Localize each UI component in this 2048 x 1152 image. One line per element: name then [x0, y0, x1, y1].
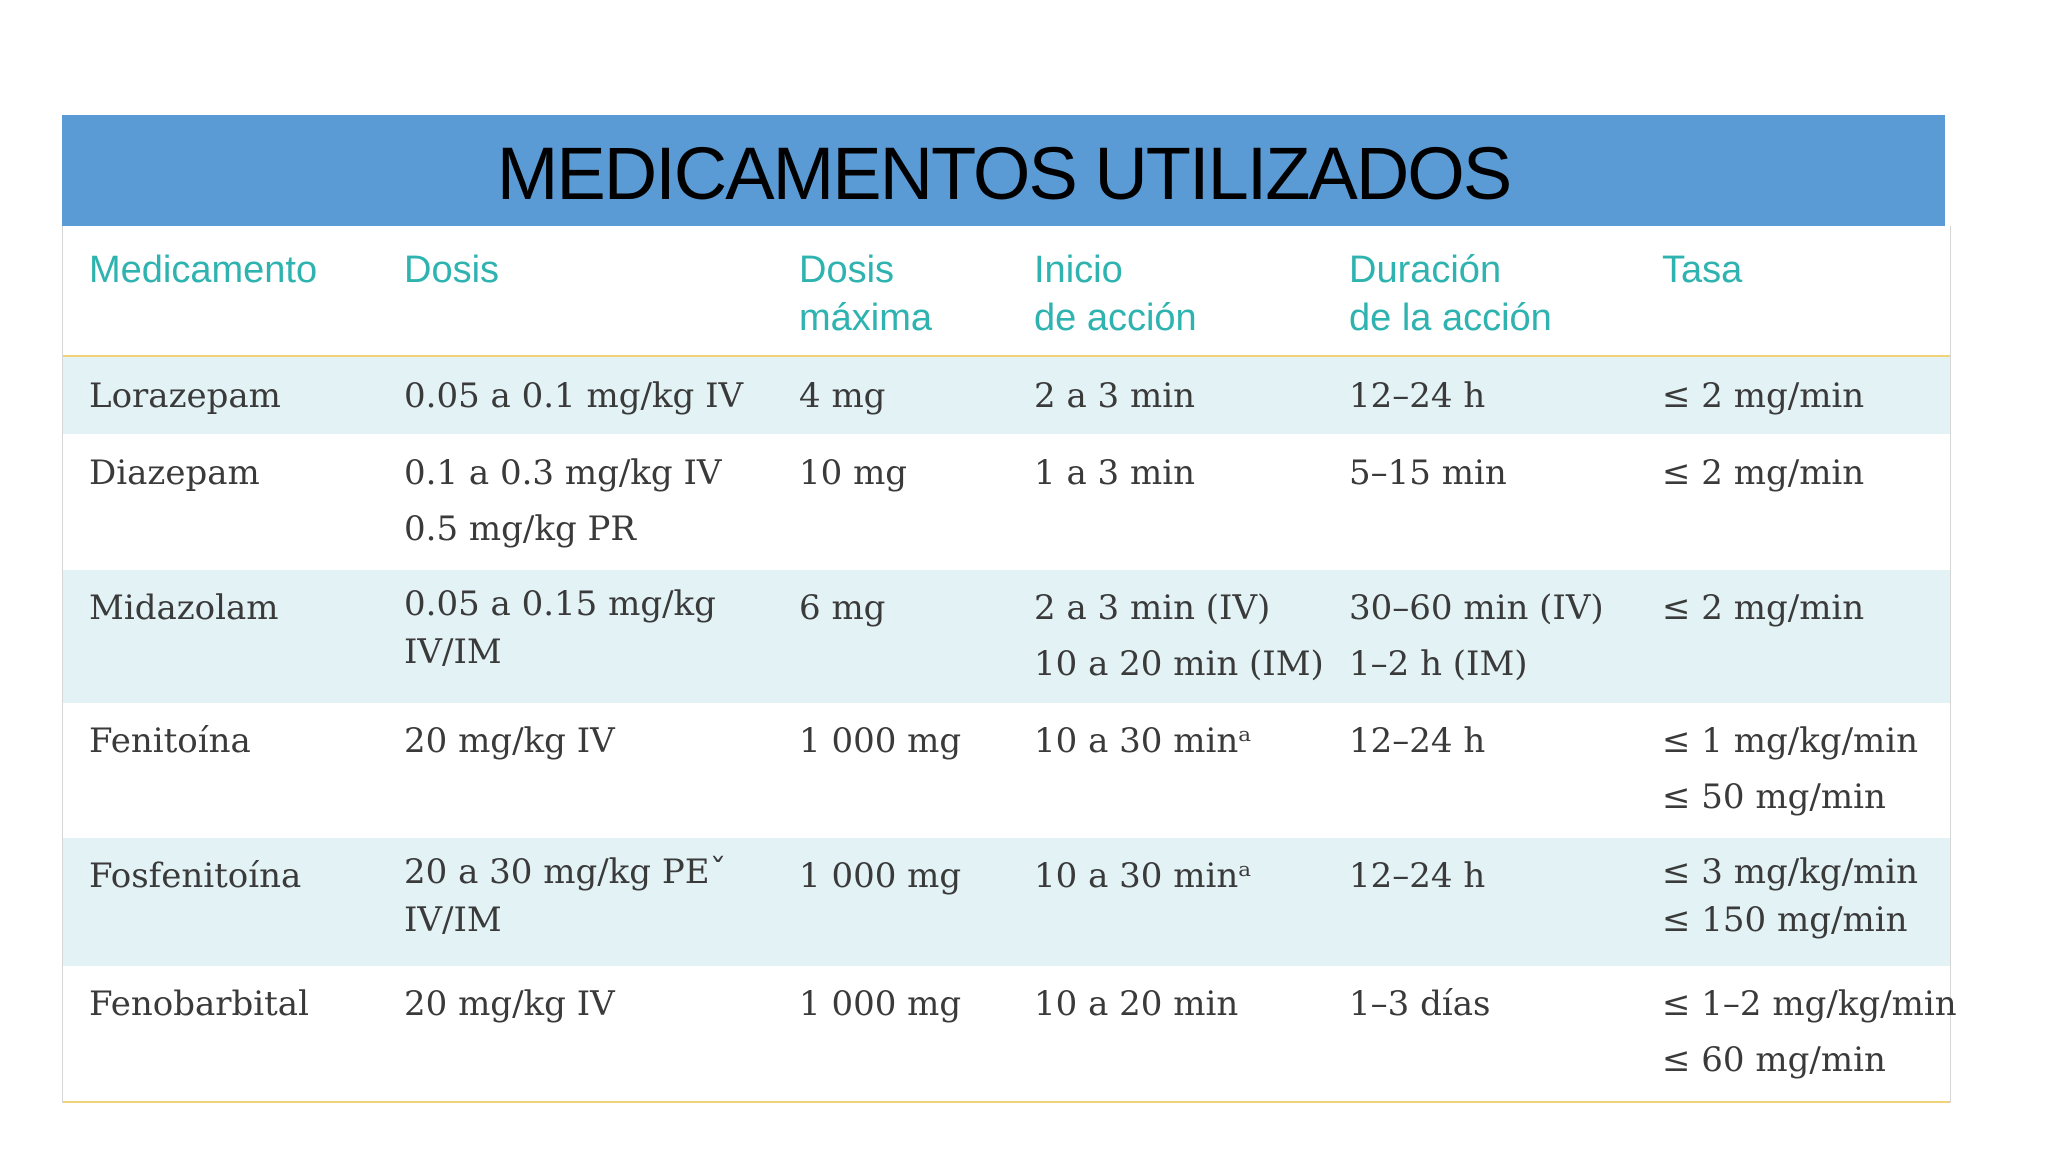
cell-dosis: 0.05 a 0.15 mg/kg IV/IM: [404, 580, 716, 676]
table-row: Fosfenitoína 20 a 30 mg/kg PEˇ IV/IM 1 0…: [63, 838, 1950, 966]
cell-dosis-maxima: 4 mg: [799, 376, 886, 416]
cell-line: 10 a 30 minᵃ: [1034, 721, 1252, 761]
table-row: Fenitoína 20 mg/kg IV 1 000 mg 10 a 30 m…: [63, 703, 1950, 838]
cell-line: ≤ 2 mg/min: [1662, 453, 1865, 493]
cell-dosis-maxima: 6 mg: [799, 588, 886, 628]
page-title: MEDICAMENTOS UTILIZADOS: [496, 132, 1512, 215]
cell-tasa: ≤ 1–2 mg/kg/min ≤ 60 mg/min: [1662, 976, 1957, 1088]
cell-duracion: 12–24 h: [1349, 713, 1485, 769]
cell-inicio: 2 a 3 min (IV) 10 a 20 min (IM): [1034, 580, 1324, 692]
cell-line: 12–24 h: [1349, 376, 1486, 416]
cell-line: 12–24 h: [1349, 856, 1486, 896]
cell-dosis-maxima: 1 000 mg: [799, 984, 962, 1024]
cell-tasa: ≤ 3 mg/kg/min ≤ 150 mg/min: [1662, 848, 1918, 944]
header-duracion: Duración de la acción: [1349, 249, 1552, 339]
cell-tasa: ≤ 1 mg/kg/min ≤ 50 mg/min: [1662, 713, 1918, 825]
cell-dosis: 0.05 a 0.1 mg/kg IV: [404, 368, 743, 424]
header-inicio: Inicio de acción: [1034, 249, 1197, 339]
cell-tasa: ≤ 2 mg/min: [1662, 445, 1864, 501]
cell-medicamento: Fenobarbital: [89, 984, 309, 1024]
cell-line: 1 a 3 min: [1034, 453, 1195, 493]
cell-line: IV/IM: [404, 632, 502, 672]
cell-inicio: 2 a 3 min: [1034, 368, 1195, 424]
cell-line: 30–60 min (IV): [1349, 588, 1604, 628]
cell-line: 5–15 min: [1349, 453, 1507, 493]
cell-line: 2 a 3 min: [1034, 376, 1195, 416]
table-row: Fenobarbital 20 mg/kg IV 1 000 mg 10 a 2…: [63, 966, 1957, 1101]
cell-line: 1–3 días: [1349, 984, 1491, 1024]
cell-line: 10 a 30 minᵃ: [1034, 856, 1252, 896]
cell-line: 0.1 a 0.3 mg/kg IV: [404, 453, 722, 493]
cell-line: 2 a 3 min (IV): [1034, 588, 1271, 628]
medication-table: Medicamento Dosis Dosis máxima Inicio de…: [62, 226, 1957, 1103]
cell-line: IV/IM: [404, 900, 502, 940]
cell-line: 0.5 mg/kg PR: [404, 509, 636, 549]
cell-line: 20 mg/kg IV: [404, 984, 615, 1024]
cell-duracion: 30–60 min (IV) 1–2 h (IM): [1349, 580, 1604, 692]
cell-medicamento: Fenitoína: [89, 721, 251, 761]
cell-tasa: ≤ 2 mg/min: [1662, 368, 1864, 424]
cell-line: 20 mg/kg IV: [404, 721, 615, 761]
cell-dosis: 20 mg/kg IV: [404, 713, 615, 769]
cell-line: 10 a 20 min: [1034, 984, 1239, 1024]
cell-line: ≤ 150 mg/min: [1662, 900, 1908, 940]
header-tasa: Tasa: [1662, 249, 1743, 291]
cell-line: 0.05 a 0.1 mg/kg IV: [404, 376, 744, 416]
cell-line: 20 a 30 mg/kg PEˇ: [404, 852, 727, 892]
cell-inicio: 1 a 3 min: [1034, 445, 1195, 501]
cell-medicamento: Diazepam: [89, 453, 260, 493]
header-dosis-maxima: Dosis máxima: [799, 249, 933, 339]
cell-line: 1–2 h (IM): [1349, 644, 1528, 684]
cell-line: ≤ 60 mg/min: [1662, 1040, 1886, 1080]
cell-duracion: 5–15 min: [1349, 445, 1507, 501]
cell-dosis: 0.1 a 0.3 mg/kg IV 0.5 mg/kg PR: [404, 445, 721, 557]
cell-line: ≤ 2 mg/min: [1662, 588, 1865, 628]
table-bottom-border: [63, 1101, 1950, 1103]
cell-line: ≤ 2 mg/min: [1662, 376, 1865, 416]
cell-inicio: 10 a 20 min: [1034, 976, 1238, 1032]
cell-dosis-maxima: 1 000 mg: [799, 856, 962, 896]
cell-duracion: 12–24 h: [1349, 368, 1485, 424]
cell-duracion: 12–24 h: [1349, 848, 1485, 904]
cell-medicamento: Fosfenitoína: [89, 856, 302, 896]
table-row: Diazepam 0.1 a 0.3 mg/kg IV 0.5 mg/kg PR…: [63, 434, 1950, 570]
cell-dosis-maxima: 1 000 mg: [799, 721, 962, 761]
cell-line: 0.05 a 0.15 mg/kg: [404, 584, 716, 624]
cell-inicio: 10 a 30 minᵃ: [1034, 848, 1251, 904]
header-dosis: Dosis: [404, 249, 500, 291]
cell-line: 10 a 20 min (IM): [1034, 644, 1324, 684]
cell-line: ≤ 50 mg/min: [1662, 777, 1886, 817]
cell-medicamento: Lorazepam: [89, 376, 281, 416]
cell-dosis: 20 a 30 mg/kg PEˇ IV/IM: [404, 848, 727, 944]
cell-medicamento: Midazolam: [89, 588, 279, 628]
title-banner: MEDICAMENTOS UTILIZADOS: [62, 115, 1945, 226]
cell-line: ≤ 1 mg/kg/min: [1662, 721, 1919, 761]
cell-dosis-maxima: 10 mg: [799, 453, 908, 493]
cell-duracion: 1–3 días: [1349, 976, 1490, 1032]
header-medicamento: Medicamento: [89, 249, 318, 291]
table-row: Midazolam 0.05 a 0.15 mg/kg IV/IM 6 mg 2…: [63, 570, 1950, 703]
cell-dosis: 20 mg/kg IV: [404, 976, 615, 1032]
table-row: Lorazepam 0.05 a 0.1 mg/kg IV 4 mg 2 a 3…: [63, 357, 1950, 434]
cell-inicio: 10 a 30 minᵃ: [1034, 713, 1251, 769]
cell-line: 12–24 h: [1349, 721, 1486, 761]
cell-line: ≤ 3 mg/kg/min: [1662, 852, 1919, 892]
table-header: Medicamento Dosis Dosis máxima Inicio de…: [63, 226, 1950, 357]
cell-tasa: ≤ 2 mg/min: [1662, 580, 1864, 636]
cell-line: ≤ 1–2 mg/kg/min: [1662, 984, 1957, 1024]
